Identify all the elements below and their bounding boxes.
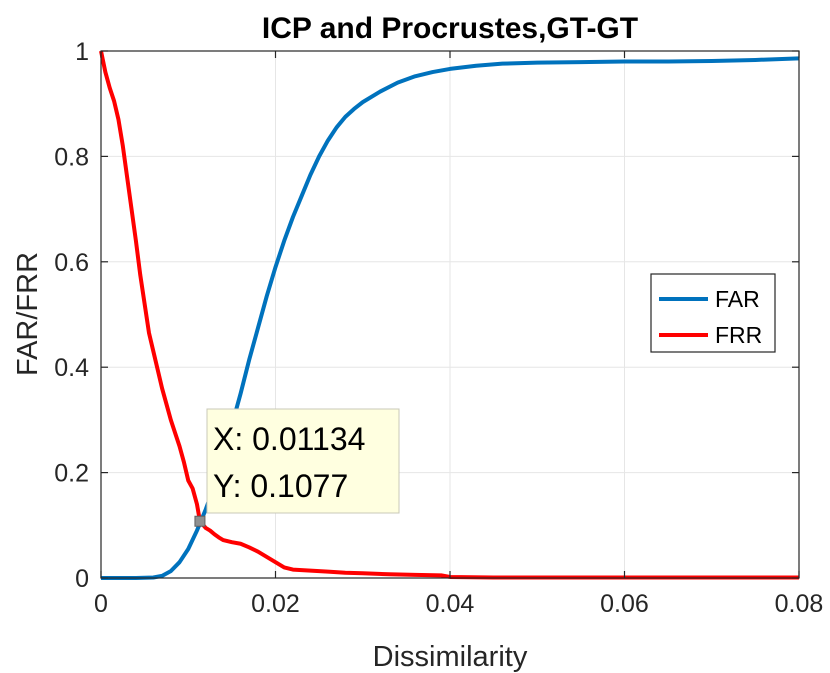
x-tick-label: 0.08 (775, 590, 824, 618)
datatip-x: X: 0.01134 (213, 421, 365, 457)
y-tick-label: 0 (75, 565, 89, 593)
far-line (101, 56, 800, 580)
y-tick-label: 0.2 (54, 460, 89, 488)
datatip[interactable]: X: 0.01134 Y: 0.1077 (194, 408, 400, 527)
x-tick-label: 0.02 (251, 590, 300, 618)
legend-far-label: FAR (715, 286, 760, 312)
x-tick-label: 0.06 (600, 590, 649, 618)
ticks: 0 0.02 0.04 0.06 0.08 0 0.2 0.4 0.6 0.8 1 (54, 38, 823, 618)
datatip-y: Y: 0.1077 (213, 468, 348, 504)
x-tick-label: 0 (94, 590, 108, 618)
legend-frr-label: FRR (715, 322, 762, 348)
y-tick-label: 0.8 (54, 143, 89, 171)
y-axis-label: FAR/FRR (12, 252, 44, 376)
chart-title: ICP and Procrustes,GT-GT (262, 12, 638, 45)
y-tick-label: 1 (75, 38, 89, 66)
y-tick-label: 0.4 (54, 354, 89, 382)
datatip-box (206, 408, 400, 514)
legend[interactable]: FAR FRR (650, 273, 776, 353)
legend-box (650, 273, 776, 353)
x-axis-label: Dissimilarity (373, 641, 528, 673)
datatip-marker[interactable] (194, 515, 206, 527)
x-tick-label: 0.04 (426, 590, 475, 618)
y-tick-label: 0.6 (54, 249, 89, 277)
